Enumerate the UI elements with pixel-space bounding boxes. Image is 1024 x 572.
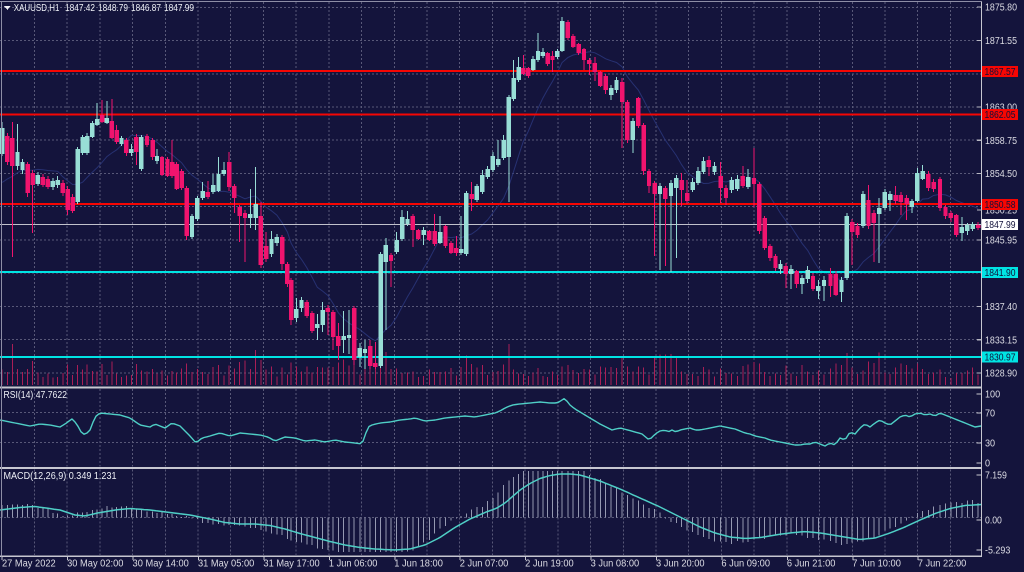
svg-text:1867.57: 1867.57 bbox=[985, 67, 1016, 78]
svg-text:30 May 14:00: 30 May 14:00 bbox=[133, 559, 190, 570]
svg-text:0: 0 bbox=[985, 459, 990, 470]
svg-text:3 Jun 20:00: 3 Jun 20:00 bbox=[656, 559, 705, 570]
svg-text:3 Jun 08:00: 3 Jun 08:00 bbox=[591, 559, 640, 570]
svg-text:1875.80: 1875.80 bbox=[985, 3, 1017, 14]
svg-text:31 May 17:00: 31 May 17:00 bbox=[263, 559, 320, 570]
svg-text:0.00: 0.00 bbox=[985, 516, 1002, 527]
svg-text:30: 30 bbox=[985, 439, 995, 450]
svg-text:2 Jun 19:00: 2 Jun 19:00 bbox=[525, 559, 574, 570]
svg-text:1841.90: 1841.90 bbox=[985, 268, 1016, 279]
svg-text:1828.90: 1828.90 bbox=[985, 369, 1017, 380]
svg-text:100: 100 bbox=[985, 390, 1001, 401]
svg-text:MACD(12,26,9) 0.349 1.231: MACD(12,26,9) 0.349 1.231 bbox=[4, 471, 117, 482]
svg-text:1845.95: 1845.95 bbox=[985, 236, 1017, 247]
svg-text:RSI(14) 47.7622: RSI(14) 47.7622 bbox=[4, 390, 68, 401]
svg-text:-5.293: -5.293 bbox=[985, 546, 1011, 557]
svg-text:1837.40: 1837.40 bbox=[985, 302, 1017, 313]
svg-text:1847.42: 1847.42 bbox=[65, 3, 95, 14]
svg-text:1848.79: 1848.79 bbox=[98, 3, 128, 14]
svg-text:7 Jun 22:00: 7 Jun 22:00 bbox=[918, 559, 967, 570]
svg-text:27 May 2022: 27 May 2022 bbox=[2, 559, 56, 570]
svg-text:XAUUSD,H1: XAUUSD,H1 bbox=[14, 3, 60, 14]
svg-text:6 Jun 21:00: 6 Jun 21:00 bbox=[787, 559, 836, 570]
svg-text:1858.75: 1858.75 bbox=[985, 136, 1017, 147]
svg-text:1 Jun 18:00: 1 Jun 18:00 bbox=[394, 559, 443, 570]
svg-text:6 Jun 09:00: 6 Jun 09:00 bbox=[721, 559, 770, 570]
svg-text:1846.87: 1846.87 bbox=[131, 3, 161, 14]
svg-text:1863.00: 1863.00 bbox=[985, 103, 1017, 114]
svg-text:2 Jun 07:00: 2 Jun 07:00 bbox=[460, 559, 509, 570]
svg-text:30 May 02:00: 30 May 02:00 bbox=[67, 559, 124, 570]
svg-text:31 May 05:00: 31 May 05:00 bbox=[198, 559, 255, 570]
svg-text:70: 70 bbox=[985, 409, 995, 420]
svg-text:1850.58: 1850.58 bbox=[985, 200, 1016, 211]
svg-text:7.159: 7.159 bbox=[985, 471, 1007, 482]
svg-text:1847.99: 1847.99 bbox=[985, 220, 1016, 231]
svg-text:1833.15: 1833.15 bbox=[985, 335, 1017, 346]
svg-text:1 Jun 06:00: 1 Jun 06:00 bbox=[329, 559, 378, 570]
svg-text:7 Jun 10:00: 7 Jun 10:00 bbox=[852, 559, 901, 570]
svg-text:1854.50: 1854.50 bbox=[985, 169, 1017, 180]
svg-text:1850.25: 1850.25 bbox=[985, 206, 1017, 217]
svg-text:1862.05: 1862.05 bbox=[985, 110, 1016, 121]
svg-text:1830.97: 1830.97 bbox=[985, 353, 1016, 364]
svg-text:1847.99: 1847.99 bbox=[164, 3, 194, 14]
svg-text:1871.55: 1871.55 bbox=[985, 36, 1017, 47]
